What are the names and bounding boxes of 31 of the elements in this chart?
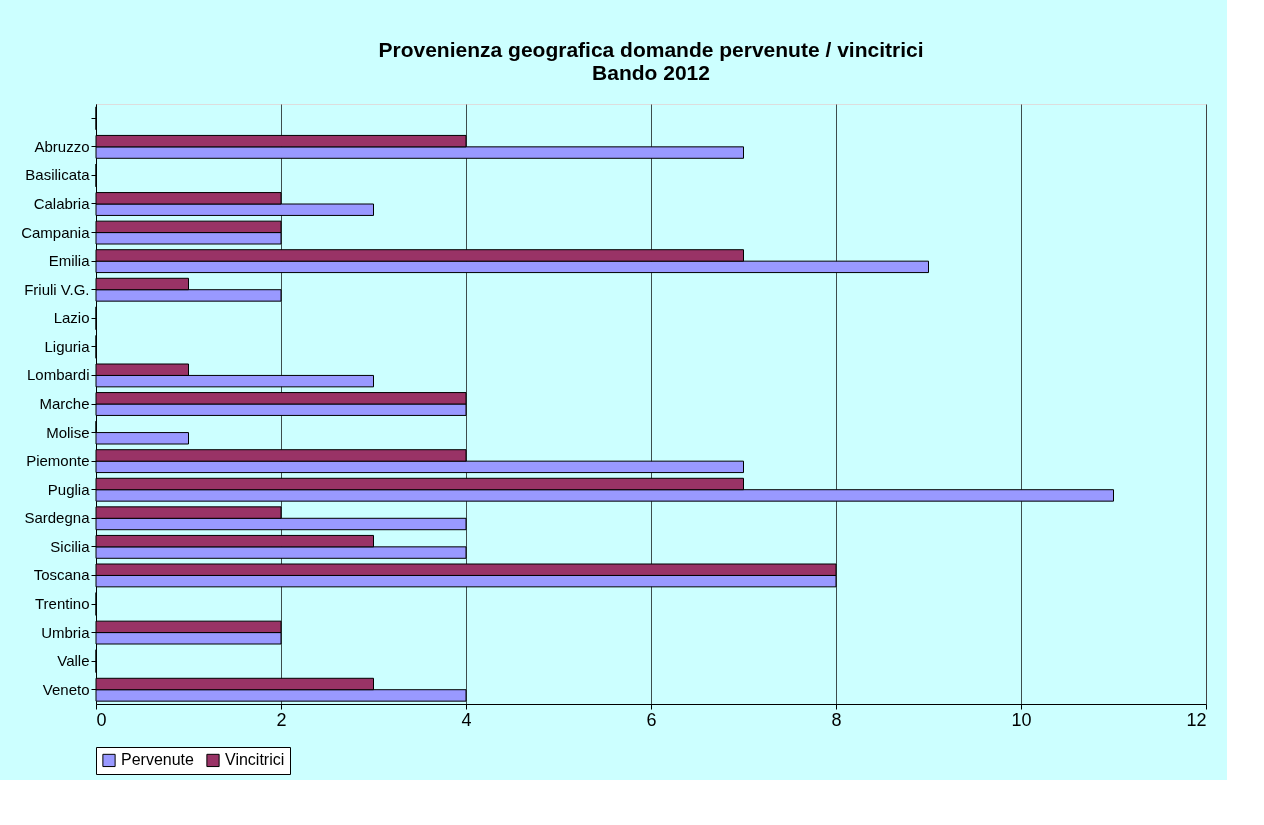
y-tick-label: Liguria bbox=[44, 337, 91, 355]
text: Bando 2012 bbox=[592, 61, 710, 84]
y-tick-label: Sardegna bbox=[24, 509, 91, 527]
y-tick-label: Lazio bbox=[53, 309, 90, 327]
y-tick-label: Friuli V.G. bbox=[24, 280, 90, 298]
y-tick-label: Molise bbox=[46, 423, 90, 441]
legend-label: Vincitrici bbox=[225, 751, 285, 769]
x-tick-label: 12 bbox=[1186, 709, 1207, 730]
y-tick-label: Calabria bbox=[33, 195, 91, 212]
y-tick-label: Piemonte bbox=[26, 452, 90, 470]
legend-label: Pervenute bbox=[121, 751, 195, 769]
y-tick-label: Campania bbox=[21, 223, 91, 241]
x-tick-label: 4 bbox=[461, 709, 472, 730]
text: Provenienza geografica domande pervenute / vincitrici bbox=[378, 38, 924, 61]
y-tick-label: Valle bbox=[57, 652, 90, 670]
y-tick-label: Toscana bbox=[33, 566, 91, 584]
y-tick-label: Basilicata bbox=[25, 166, 91, 184]
x-tick-label: 2 bbox=[276, 709, 287, 730]
y-tick-label: Veneto bbox=[42, 680, 90, 698]
x-tick-label: 10 bbox=[1011, 709, 1032, 730]
y-tick-label: Lombardi bbox=[26, 366, 90, 384]
y-tick-label: Trentino bbox=[35, 595, 90, 612]
y-tick-label: Sicilia bbox=[50, 537, 91, 555]
y-tick-label: Puglia bbox=[47, 480, 91, 498]
x-tick-label: 6 bbox=[646, 709, 657, 730]
y-tick-label: Marche bbox=[39, 395, 90, 412]
y-tick-label: Abruzzo bbox=[34, 137, 90, 155]
y-tick-label: Umbria bbox=[41, 623, 91, 641]
x-tick-label: 8 bbox=[831, 709, 842, 730]
y-tick-label: Emilia bbox=[48, 252, 91, 270]
x-tick-label: 0 bbox=[96, 709, 107, 730]
